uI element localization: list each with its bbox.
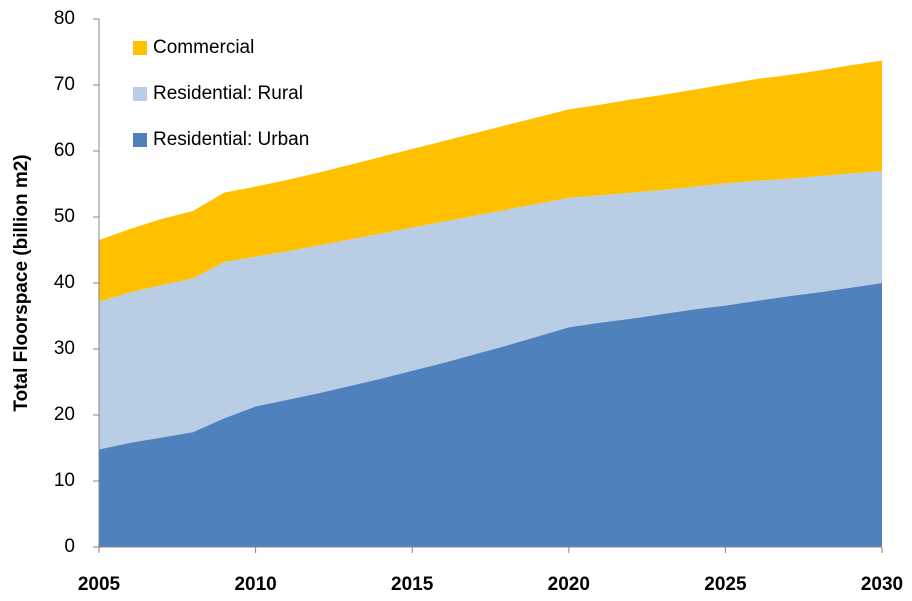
legend-label: Residential: Rural (153, 83, 303, 104)
legend-label: Residential: Urban (153, 129, 309, 150)
x-tick-label: 2030 (861, 574, 903, 595)
y-tick-label: 60 (54, 140, 75, 161)
area (99, 170, 882, 450)
area (99, 283, 882, 547)
y-tick-label: 70 (54, 74, 75, 95)
y-tick-label: 80 (54, 8, 75, 29)
y-tick-label: 40 (54, 272, 75, 293)
x-tick-label: 2025 (704, 574, 747, 595)
x-tick-label: 2020 (548, 574, 590, 595)
y-tick-label: 10 (54, 470, 75, 491)
y-tick-label: 50 (54, 206, 75, 227)
y-axis-label: Total Floorspace (billion m2) (11, 154, 32, 411)
x-tick-label: 2015 (391, 574, 434, 595)
legend-label: Commercial (153, 37, 254, 58)
x-tick-label: 2010 (234, 574, 276, 595)
y-tick-label: 30 (54, 338, 75, 359)
y-tick-label: 20 (54, 404, 75, 425)
legend-swatch (133, 87, 147, 101)
y-tick-label: 0 (64, 536, 75, 557)
legend-swatch (133, 41, 147, 55)
legend-swatch (133, 133, 147, 147)
x-tick-label: 2005 (78, 574, 121, 595)
area (99, 60, 882, 302)
